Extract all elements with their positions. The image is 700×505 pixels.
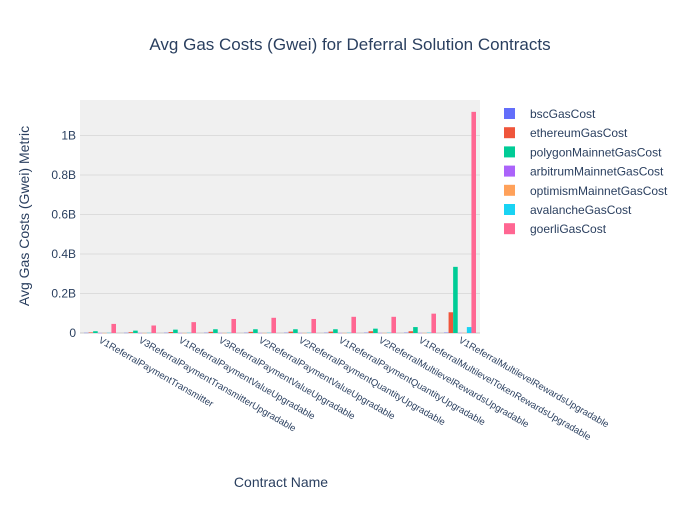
bar-polygonMainnetGasCost[interactable]: [453, 267, 458, 333]
y-axis-title: Avg Gas Costs (Gwei) Metric: [16, 126, 32, 306]
y-axis-ticks: 0 0.2B 0.4B 0.6B 0.8B 1B: [51, 129, 76, 340]
bar-polygonMainnetGasCost[interactable]: [173, 330, 178, 333]
legend-item[interactable]: goerliGasCost: [504, 222, 607, 236]
legend-item[interactable]: bscGasCost: [504, 107, 596, 121]
chart-title: Avg Gas Costs (Gwei) for Deferral Soluti…: [149, 35, 550, 54]
legend-swatch: [504, 185, 515, 196]
y-tick-label: 0: [69, 326, 76, 340]
y-tick-label: 0.4B: [51, 247, 76, 261]
legend-label: optimismMainnetGasCost: [530, 184, 668, 198]
x-axis-ticks: V1ReferralPaymentTransmitterV3ReferralPa…: [97, 335, 611, 443]
bar-polygonMainnetGasCost[interactable]: [253, 329, 258, 333]
bar-ethereumGasCost[interactable]: [89, 332, 94, 333]
legend-swatch: [504, 204, 515, 215]
bar-ethereumGasCost[interactable]: [369, 331, 374, 333]
bar-goerliGasCost[interactable]: [351, 317, 356, 333]
legend-item[interactable]: optimismMainnetGasCost: [504, 184, 668, 198]
legend-label: goerliGasCost: [530, 222, 607, 236]
bar-ethereumGasCost[interactable]: [409, 331, 414, 333]
bar-ethereumGasCost[interactable]: [249, 332, 254, 333]
legend-item[interactable]: arbitrumMainnetGasCost: [504, 165, 664, 179]
legend-item[interactable]: polygonMainnetGasCost: [504, 145, 662, 159]
plot-area: [80, 100, 480, 333]
bar-polygonMainnetGasCost[interactable]: [333, 329, 338, 333]
bar-goerliGasCost[interactable]: [471, 112, 476, 333]
bar-polygonMainnetGasCost[interactable]: [373, 329, 378, 333]
bar-avalancheGasCost[interactable]: [467, 327, 472, 333]
legend-label: polygonMainnetGasCost: [530, 145, 662, 159]
x-axis-title: Contract Name: [234, 474, 328, 490]
bar-goerliGasCost[interactable]: [311, 319, 316, 333]
bar-goerliGasCost[interactable]: [111, 324, 116, 333]
x-tick-label: V1ReferralMultilevelTokenRewardsUpgradab…: [417, 335, 593, 443]
y-tick-label: 1B: [61, 129, 76, 143]
legend-item[interactable]: ethereumGasCost: [504, 126, 628, 140]
legend-label: ethereumGasCost: [530, 126, 628, 140]
legend-label: avalancheGasCost: [530, 203, 632, 217]
y-tick-label: 0.8B: [51, 168, 76, 182]
bar-ethereumGasCost[interactable]: [289, 332, 294, 333]
bar-ethereumGasCost[interactable]: [209, 332, 214, 333]
legend-swatch: [504, 223, 515, 234]
bar-ethereumGasCost[interactable]: [329, 332, 334, 333]
legend-label: bscGasCost: [530, 107, 596, 121]
bar-goerliGasCost[interactable]: [271, 318, 276, 333]
bar-polygonMainnetGasCost[interactable]: [413, 327, 418, 333]
y-tick-label: 0.2B: [51, 287, 76, 301]
bar-polygonMainnetGasCost[interactable]: [133, 331, 138, 333]
x-tick-label: V2ReferralMultilevelRewardsUpgradable: [377, 335, 531, 430]
bar-goerliGasCost[interactable]: [151, 325, 156, 333]
legend[interactable]: bscGasCost ethereumGasCost polygonMainnetG…: [504, 107, 668, 236]
legend-swatch: [504, 166, 515, 177]
legend-item[interactable]: avalancheGasCost: [504, 203, 632, 217]
bar-ethereumGasCost[interactable]: [169, 332, 174, 333]
y-tick-label: 0.6B: [51, 208, 76, 222]
legend-swatch: [504, 108, 515, 119]
bar-polygonMainnetGasCost[interactable]: [213, 329, 218, 333]
bar-ethereumGasCost[interactable]: [449, 312, 454, 333]
legend-swatch: [504, 127, 515, 138]
legend-swatch: [504, 146, 515, 157]
legend-label: arbitrumMainnetGasCost: [530, 165, 664, 179]
bar-ethereumGasCost[interactable]: [129, 332, 134, 333]
bar-goerliGasCost[interactable]: [191, 322, 196, 333]
bar-goerliGasCost[interactable]: [391, 317, 396, 333]
bar-polygonMainnetGasCost[interactable]: [293, 329, 298, 333]
bar-goerliGasCost[interactable]: [231, 319, 236, 333]
bar-goerliGasCost[interactable]: [431, 314, 436, 333]
bar-polygonMainnetGasCost[interactable]: [93, 331, 98, 333]
